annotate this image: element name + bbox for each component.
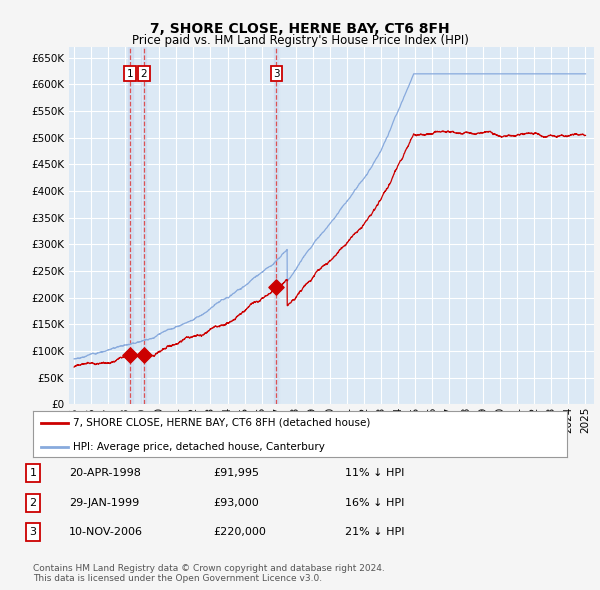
Text: Contains HM Land Registry data © Crown copyright and database right 2024.
This d: Contains HM Land Registry data © Crown c… bbox=[33, 563, 385, 583]
Text: 3: 3 bbox=[273, 69, 280, 79]
Text: 7, SHORE CLOSE, HERNE BAY, CT6 8FH (detached house): 7, SHORE CLOSE, HERNE BAY, CT6 8FH (deta… bbox=[73, 418, 370, 428]
Text: 2: 2 bbox=[140, 69, 147, 79]
Point bbox=[125, 350, 135, 360]
Bar bbox=[141, 47, 146, 404]
Point bbox=[139, 350, 148, 359]
Text: 7, SHORE CLOSE, HERNE BAY, CT6 8FH: 7, SHORE CLOSE, HERNE BAY, CT6 8FH bbox=[150, 22, 450, 37]
Bar bbox=[128, 47, 133, 404]
Text: 1: 1 bbox=[29, 468, 37, 478]
Text: 20-APR-1998: 20-APR-1998 bbox=[69, 468, 141, 478]
Text: 29-JAN-1999: 29-JAN-1999 bbox=[69, 498, 139, 507]
Text: £220,000: £220,000 bbox=[213, 527, 266, 537]
Text: £93,000: £93,000 bbox=[213, 498, 259, 507]
Text: 2: 2 bbox=[29, 498, 37, 507]
Point bbox=[272, 282, 281, 291]
Text: 16% ↓ HPI: 16% ↓ HPI bbox=[345, 498, 404, 507]
Text: £91,995: £91,995 bbox=[213, 468, 259, 478]
Text: 11% ↓ HPI: 11% ↓ HPI bbox=[345, 468, 404, 478]
Text: HPI: Average price, detached house, Canterbury: HPI: Average price, detached house, Cant… bbox=[73, 442, 325, 452]
Text: 10-NOV-2006: 10-NOV-2006 bbox=[69, 527, 143, 537]
Text: 3: 3 bbox=[29, 527, 37, 537]
Text: 21% ↓ HPI: 21% ↓ HPI bbox=[345, 527, 404, 537]
Bar bbox=[274, 47, 279, 404]
Text: Price paid vs. HM Land Registry's House Price Index (HPI): Price paid vs. HM Land Registry's House … bbox=[131, 34, 469, 47]
Text: 1: 1 bbox=[127, 69, 134, 79]
